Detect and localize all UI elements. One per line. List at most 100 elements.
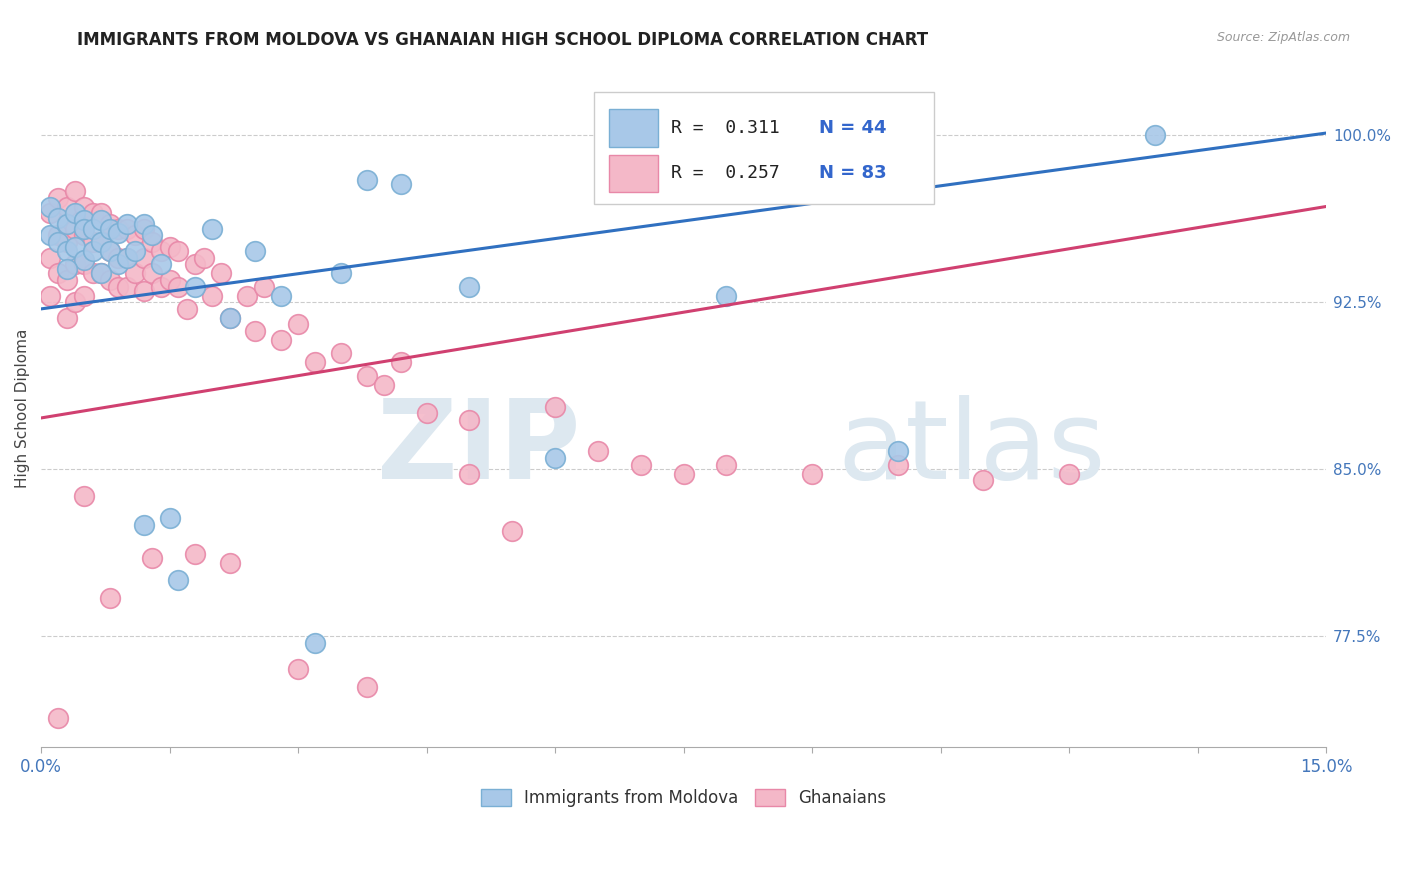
Point [73,252,96,267]
Point [115,217,138,231]
Point [159,511,181,525]
Point [38,200,60,214]
Point [90,235,112,249]
Point [184,257,207,271]
Point [201,288,224,302]
Point [304,636,326,650]
Point [716,288,738,302]
Point [73,257,96,271]
Point [82,206,104,220]
Point [98,217,121,231]
Point [90,212,112,227]
Point [115,251,138,265]
Point [115,251,138,265]
Point [159,273,181,287]
Text: N = 83: N = 83 [818,164,886,182]
Point [887,444,910,458]
Point [389,355,412,369]
Point [141,551,163,566]
Point [458,279,481,293]
Point [82,235,104,249]
Text: N = 44: N = 44 [818,119,886,136]
Point [56,200,79,214]
Point [209,266,232,280]
Point [82,221,104,235]
Point [65,184,87,198]
Point [218,310,240,325]
Point [132,251,155,265]
Point [132,284,155,298]
Point [65,257,87,271]
Point [124,244,146,258]
Point [98,591,121,606]
Text: IMMIGRANTS FROM MOLDOVA VS GHANAIAN HIGH SCHOOL DIPLOMA CORRELATION CHART: IMMIGRANTS FROM MOLDOVA VS GHANAIAN HIGH… [77,31,928,49]
Point [356,368,378,383]
Point [132,217,155,231]
Point [56,273,79,287]
Legend: Immigrants from Moldova, Ghanaians: Immigrants from Moldova, Ghanaians [474,782,893,814]
Point [124,266,146,280]
Text: R =  0.311: R = 0.311 [671,119,779,136]
Point [458,467,481,481]
Point [801,467,824,481]
Point [304,355,326,369]
Point [56,261,79,276]
Point [98,244,121,258]
Point [270,288,292,302]
FancyBboxPatch shape [609,154,658,192]
Point [38,228,60,243]
Point [132,221,155,235]
Point [184,547,207,561]
Point [107,226,129,240]
Point [65,295,87,310]
Point [716,458,738,472]
Point [115,221,138,235]
Point [124,228,146,243]
Point [107,251,129,265]
Point [245,244,267,258]
Point [141,228,163,243]
Point [1143,128,1166,143]
Point [82,266,104,280]
Point [544,450,567,465]
Point [630,458,652,472]
Y-axis label: High School Diploma: High School Diploma [15,328,30,488]
Point [65,239,87,253]
Point [159,239,181,253]
Point [356,173,378,187]
Point [56,310,79,325]
Point [115,279,138,293]
Point [90,266,112,280]
Point [167,279,190,293]
Point [46,211,69,225]
Point [270,333,292,347]
Point [972,473,994,487]
Point [73,489,96,503]
Point [329,266,352,280]
Point [46,266,69,280]
Point [38,251,60,265]
Point [90,235,112,249]
Point [65,206,87,220]
Text: Source: ZipAtlas.com: Source: ZipAtlas.com [1216,31,1350,45]
Point [356,680,378,694]
Point [73,228,96,243]
Point [73,288,96,302]
Point [193,251,215,265]
Point [167,574,190,588]
Point [218,310,240,325]
Point [73,200,96,214]
Point [65,221,87,235]
Point [544,400,567,414]
Point [82,244,104,258]
Point [90,266,112,280]
FancyBboxPatch shape [609,109,658,146]
Point [373,377,395,392]
Point [141,266,163,280]
Point [150,257,173,271]
Point [46,235,69,249]
Text: ZIP: ZIP [377,395,581,502]
Point [141,235,163,249]
Point [167,244,190,258]
Point [150,279,173,293]
